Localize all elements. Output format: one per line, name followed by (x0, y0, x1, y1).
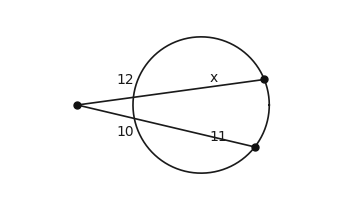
Text: 11: 11 (209, 130, 227, 144)
Text: x: x (210, 71, 218, 85)
Text: 10: 10 (116, 125, 134, 139)
Text: 12: 12 (116, 73, 134, 87)
